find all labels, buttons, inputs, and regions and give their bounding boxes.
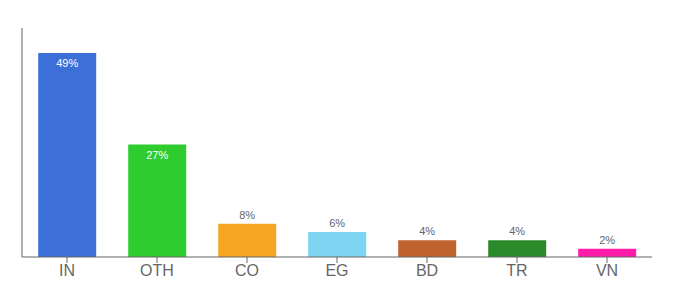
svg-text:IN: IN	[59, 262, 75, 279]
svg-text:CO: CO	[235, 262, 259, 279]
svg-text:6%: 6%	[329, 217, 345, 229]
svg-text:8%: 8%	[239, 209, 255, 221]
svg-text:EG: EG	[325, 262, 348, 279]
svg-text:2%: 2%	[599, 234, 615, 246]
svg-text:4%: 4%	[509, 225, 525, 237]
svg-text:BD: BD	[416, 262, 438, 279]
svg-text:OTH: OTH	[140, 262, 174, 279]
svg-text:27%: 27%	[146, 149, 168, 161]
svg-text:TR: TR	[506, 262, 527, 279]
svg-text:VN: VN	[596, 262, 618, 279]
svg-text:4%: 4%	[419, 225, 435, 237]
svg-text:49%: 49%	[56, 57, 78, 69]
